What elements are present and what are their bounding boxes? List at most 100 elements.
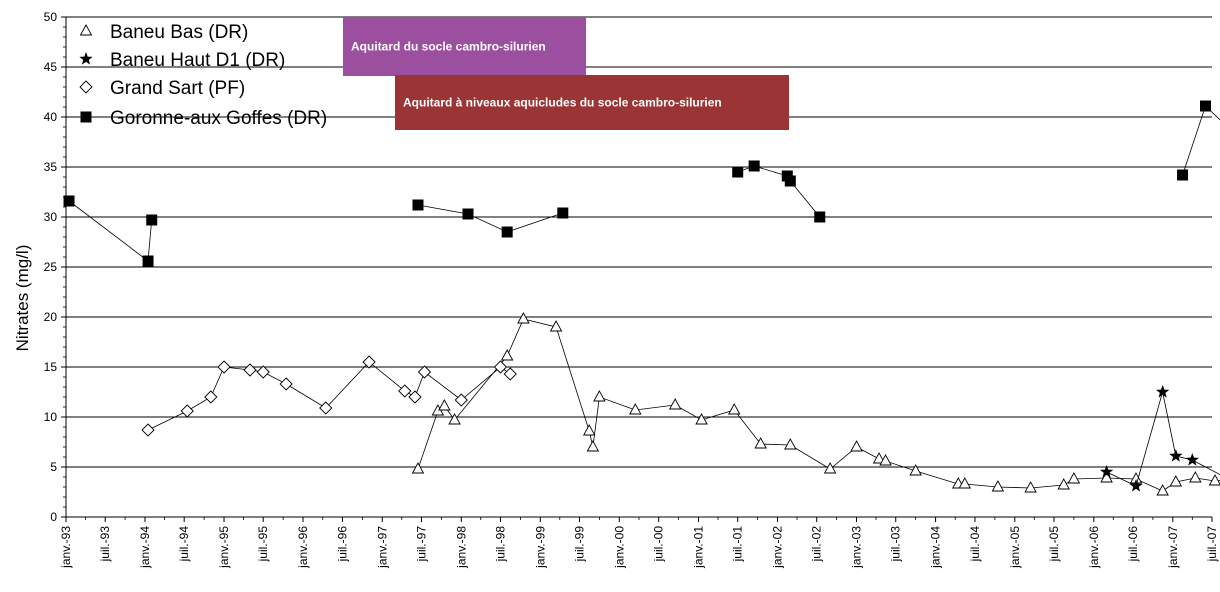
x-tick-label: juil.-96 [335, 526, 349, 563]
y-tick-label: 45 [44, 60, 58, 74]
series-3 [63, 100, 1220, 267]
x-tick-label: janv.-99 [533, 526, 547, 569]
data-point [1100, 471, 1113, 483]
legend-marker [80, 111, 92, 123]
y-tick-label: 35 [44, 160, 58, 174]
y-tick-label: 20 [44, 310, 58, 324]
x-tick-label: janv.-01 [692, 526, 706, 569]
x-tick-label: janv.-97 [375, 526, 389, 569]
annotation-box [343, 17, 586, 76]
x-tick-label: juil.-93 [98, 526, 112, 563]
x-tick-label: janv.-00 [612, 526, 626, 569]
x-tick-label: juil.-01 [731, 526, 745, 563]
data-point [1099, 465, 1114, 478]
gridlines [66, 16, 1212, 468]
legend-label: Grand Sart (PF) [110, 78, 245, 99]
data-point [784, 175, 796, 187]
x-tick-label: janv.-98 [454, 526, 468, 569]
x-tick-label: juil.-03 [889, 526, 903, 563]
x-tick-label: janv.-02 [771, 526, 785, 569]
data-point [1169, 475, 1183, 487]
x-tick-label: juil.-95 [256, 526, 270, 563]
data-point [1156, 484, 1169, 496]
data-point [823, 462, 837, 474]
data-point [814, 211, 826, 223]
series-line [737, 165, 821, 218]
data-point [668, 398, 682, 410]
x-tick-label: juil.-97 [414, 526, 428, 563]
data-point [517, 312, 530, 324]
series-group [63, 100, 1220, 496]
data-point [146, 214, 158, 226]
data-point [958, 477, 972, 489]
legend-label: Goronne-aux Goffes (DR) [110, 108, 327, 129]
data-point [462, 208, 474, 220]
data-point [1169, 449, 1183, 462]
data-point [411, 462, 425, 474]
y-tick-label: 5 [50, 460, 57, 474]
series-line [417, 204, 563, 233]
x-tick-label: janv.-93 [59, 526, 73, 569]
data-point [63, 195, 75, 207]
x-tick-label: janv.-03 [850, 526, 864, 569]
data-point [732, 166, 744, 178]
data-point [909, 464, 922, 476]
y-tick-label: 40 [44, 110, 58, 124]
data-point [850, 440, 863, 452]
data-point [549, 320, 563, 332]
data-point [557, 207, 569, 219]
data-point [1024, 481, 1037, 493]
x-tick-label: janv.-94 [138, 526, 152, 569]
data-point [204, 390, 218, 404]
legend: Baneu Bas (DR) Baneu Haut D1 (DR) Grand Sa… [79, 22, 327, 129]
data-point [448, 413, 461, 425]
data-point [1185, 453, 1199, 466]
annotation-label: Aquitard du socle cambro-silurien [351, 40, 546, 54]
annotation-box [395, 75, 789, 130]
data-point [279, 377, 293, 391]
y-tick-label: 15 [44, 360, 58, 374]
x-tick-label: juil.-94 [177, 526, 191, 563]
x-tick-label: juil.-06 [1126, 526, 1140, 563]
y-tick-labels: 0 5 10 15 20 25 30 35 40 45 50 [44, 10, 58, 524]
data-point [142, 255, 154, 267]
x-tick-label: juil.-00 [652, 526, 666, 563]
data-point [593, 390, 606, 402]
data-point [586, 440, 600, 452]
legend-label: Baneu Haut D1 (DR) [110, 50, 285, 71]
x-tick-labels: janv.-93 juil.-93 janv.-94 juil.-94 janv.-95… [59, 526, 1219, 569]
data-point [319, 401, 333, 415]
y-tick-label: 10 [44, 410, 58, 424]
data-point [438, 399, 451, 411]
axes [61, 16, 1213, 522]
data-point [243, 363, 257, 377]
series-line [417, 318, 1220, 492]
x-tick-label: juil.-98 [493, 526, 507, 563]
data-point [629, 403, 642, 415]
data-point [256, 365, 270, 379]
series-line [1106, 391, 1220, 487]
x-tick-label: janv.-95 [217, 526, 231, 569]
x-tick-label: juil.-02 [810, 526, 824, 563]
x-tick-label: juil.-04 [968, 526, 982, 563]
data-point [141, 423, 155, 437]
x-tick-label: janv.-05 [1008, 526, 1022, 569]
data-point [503, 367, 517, 381]
data-point [1200, 100, 1212, 112]
x-tick-label: juil.-07 [1205, 526, 1219, 563]
data-point [582, 424, 596, 436]
data-point [754, 437, 767, 449]
series-0 [411, 312, 1220, 496]
annotation-label: Aquitard à niveaux aquicludes du socle c… [403, 96, 722, 110]
x-tick-label: janv.-07 [1166, 526, 1180, 569]
data-point [362, 355, 376, 369]
data-point [727, 403, 741, 415]
data-point [180, 404, 194, 418]
data-point [991, 480, 1005, 492]
data-point [748, 160, 760, 172]
data-point [501, 226, 513, 238]
data-point [417, 365, 432, 379]
x-tick-label: janv.-04 [929, 526, 943, 569]
x-tick-label: juil.-99 [572, 526, 586, 563]
